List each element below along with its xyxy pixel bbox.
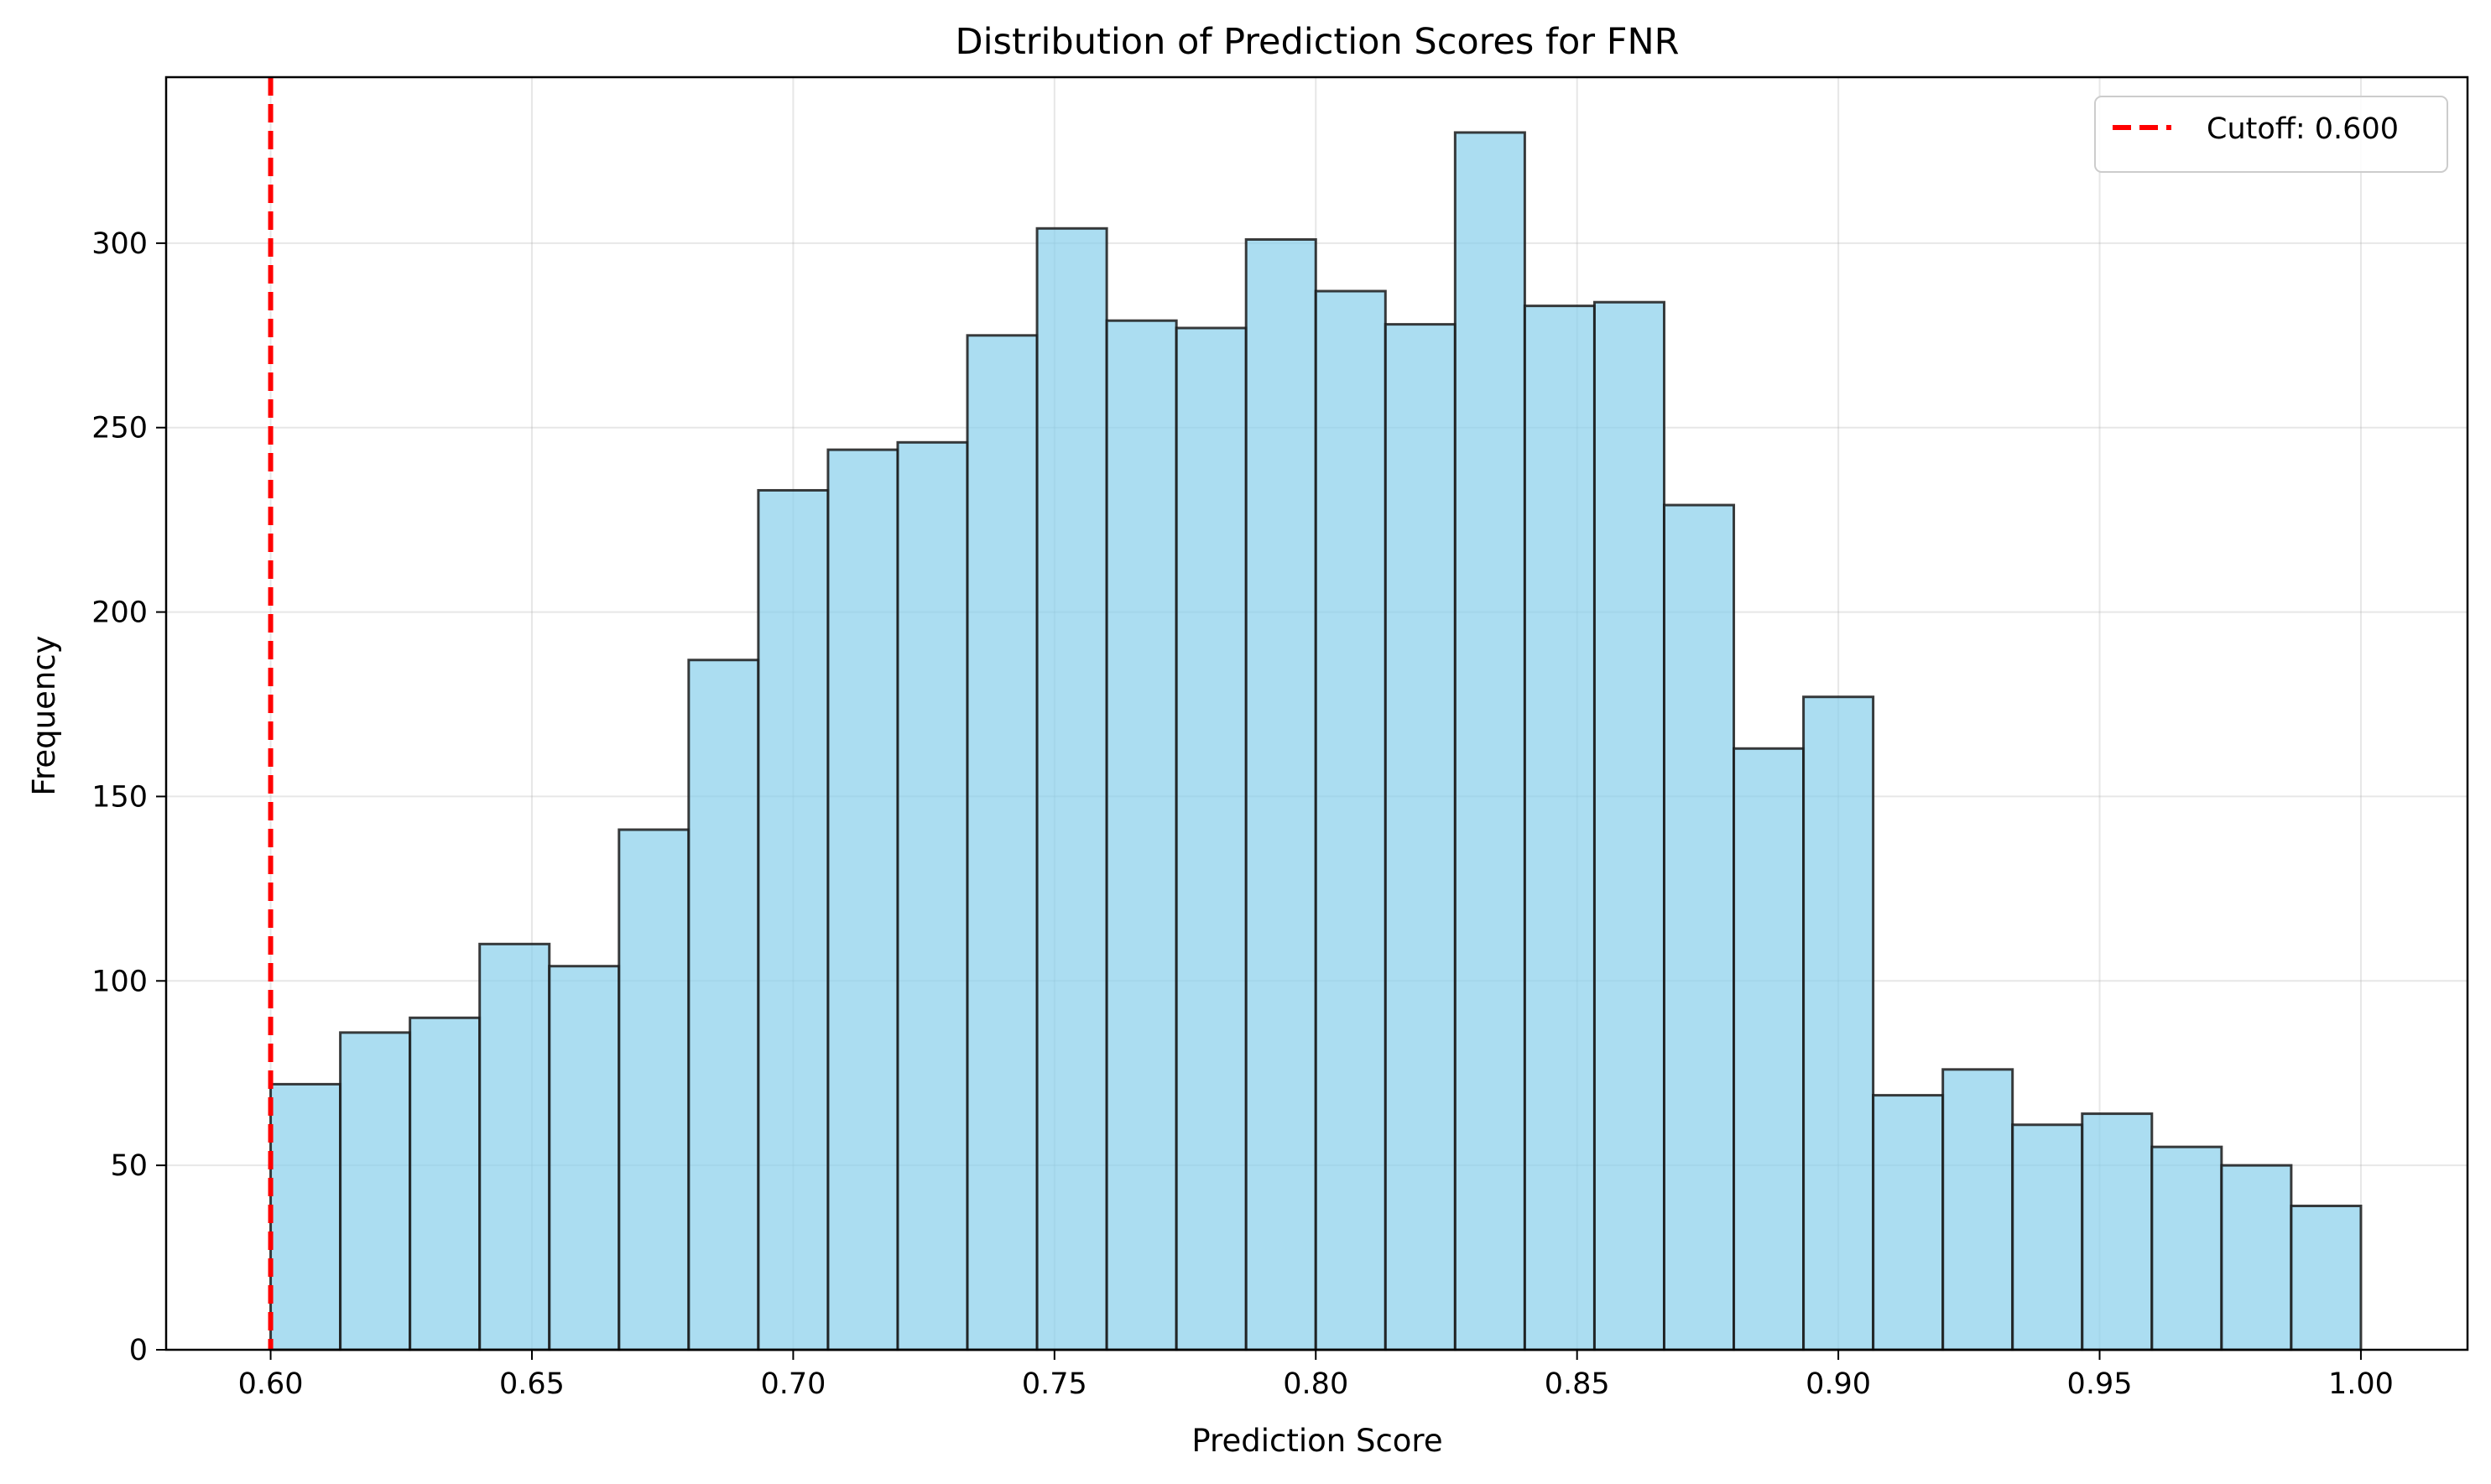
histogram-bar [2011,1123,2084,1351]
y-tick-label: 250 [91,412,148,445]
histogram-bar [1733,747,1806,1351]
histogram-bar [1314,289,1387,1351]
histogram-bar [2290,1205,2363,1351]
x-tick-label: 0.70 [760,1367,826,1401]
x-tick-label: 0.65 [499,1367,565,1401]
x-tick-label: 0.75 [1022,1367,1087,1401]
x-tick-label: 0.95 [2067,1367,2133,1401]
histogram-bar [2081,1112,2154,1351]
x-axis-label: Prediction Score [1191,1423,1442,1459]
histogram-bar [339,1031,412,1351]
x-tick-label: 0.80 [1283,1367,1348,1401]
legend-box [2094,96,2448,173]
histogram-bar [2150,1145,2223,1351]
histogram-bars [269,131,2363,1351]
x-tick-label: 0.85 [1545,1367,1610,1401]
histogram-bar [687,659,760,1351]
histogram-bar [2220,1164,2293,1351]
histogram-bar [478,942,551,1351]
chart-title: Distribution of Prediction Scores for FN… [955,21,1679,63]
y-tick-label: 100 [91,965,148,998]
legend: Cutoff: 0.600 [2094,96,2448,173]
plot-frame [164,76,2469,1351]
histogram-bar [1035,227,1108,1351]
y-tick-label: 50 [110,1149,148,1183]
histogram-bar [548,965,621,1351]
histogram-bar [757,488,830,1351]
histogram-bar [826,448,899,1351]
x-tick-label: 1.00 [2328,1367,2394,1401]
y-tick-label: 150 [91,780,148,814]
legend-cutoff-label: Cutoff: 0.600 [2207,112,2399,146]
y-tick-label: 200 [91,596,148,630]
histogram-bar [1453,131,1526,1351]
histogram-bar [1105,319,1178,1351]
x-tick-label: 0.90 [1806,1367,1871,1401]
y-tick-label: 300 [91,227,148,261]
y-axis-label: Frequency [26,635,62,795]
histogram-bar [1592,300,1665,1351]
y-axis-ticks: 0 50 100 150 200 250 300 [91,227,166,1367]
histogram-bar [1941,1068,2014,1351]
histogram-bar [1802,695,1875,1351]
histogram-bar [1872,1094,1945,1351]
histogram-bar [1175,326,1248,1351]
histogram-bar [1384,323,1457,1351]
histogram-bar [1662,503,1736,1351]
histogram-bar [409,1016,482,1351]
y-tick-label: 0 [129,1334,148,1367]
x-axis-ticks: 0.60 0.65 0.70 0.75 0.80 0.85 0.90 0.95 1.00 [238,1350,2394,1401]
histogram-bar [269,1082,342,1351]
histogram-bar [618,828,690,1351]
histogram-bar [896,440,969,1351]
x-tick-label: 0.60 [238,1367,304,1401]
histogram-bar [1244,237,1317,1351]
histogram-bar [966,334,1039,1351]
histogram-bar [1523,305,1596,1351]
